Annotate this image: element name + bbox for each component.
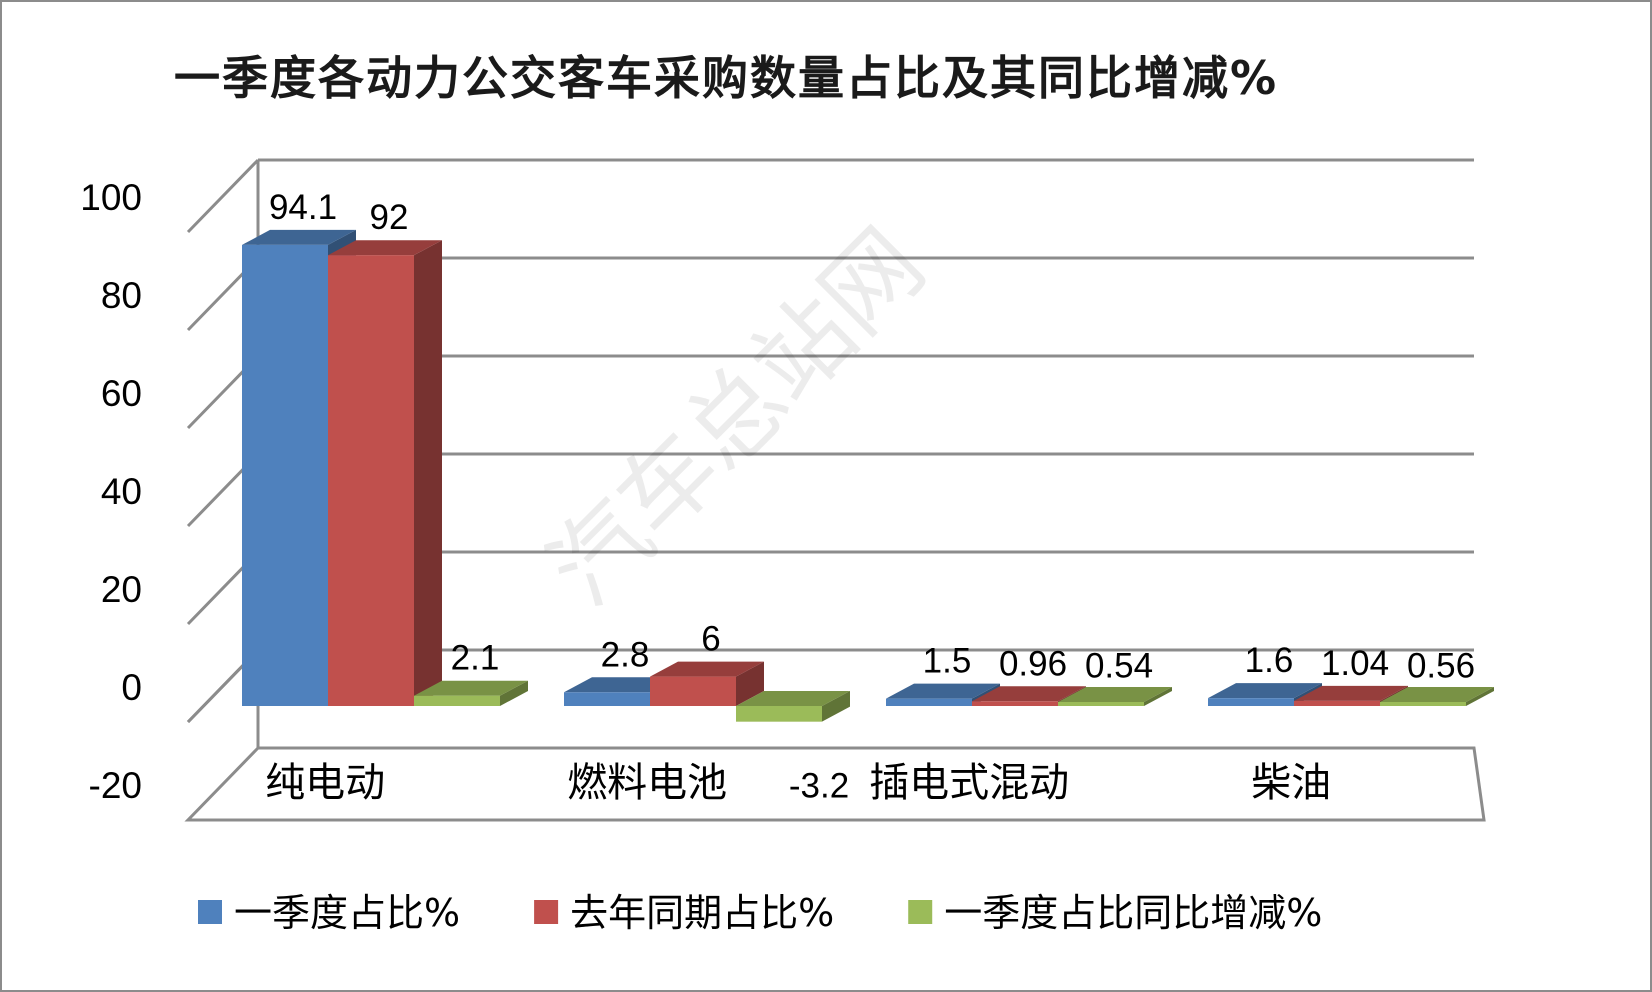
bar bbox=[328, 240, 442, 706]
legend-swatch bbox=[908, 900, 933, 924]
legend-label: 一季度占比% bbox=[234, 891, 460, 935]
bar-top bbox=[650, 661, 764, 677]
data-label: 2.1 bbox=[451, 639, 500, 678]
legend-label: 去年同期占比% bbox=[570, 891, 834, 935]
watermark: 汽车总站网 bbox=[527, 208, 946, 627]
bar-side bbox=[414, 240, 442, 706]
category-label: 插电式混动 bbox=[869, 760, 1069, 806]
y-tick-label: -20 bbox=[89, 765, 142, 806]
data-label: 92 bbox=[370, 198, 409, 237]
bar-front bbox=[328, 255, 414, 706]
bar-top bbox=[1208, 683, 1322, 699]
axis-labels: 100 80 60 40 20 0 -20 纯电动 燃料电池 插电式混动 柴油 bbox=[80, 177, 1331, 806]
bar-front bbox=[736, 706, 822, 722]
bar-front bbox=[242, 244, 328, 706]
bar-top bbox=[1380, 687, 1494, 702]
bar-top bbox=[328, 240, 442, 256]
data-label: -3.2 bbox=[789, 767, 849, 806]
bar-front bbox=[1208, 698, 1294, 706]
bar bbox=[1058, 687, 1172, 706]
bar-side bbox=[1144, 687, 1172, 706]
gridlines bbox=[186, 158, 1474, 748]
floor-plane bbox=[184, 746, 1486, 822]
bar-top bbox=[1294, 685, 1408, 701]
bar-front bbox=[650, 676, 736, 706]
legend-label: 一季度占比同比增减% bbox=[944, 891, 1322, 935]
y-tick-label: 40 bbox=[101, 471, 142, 512]
bar-side bbox=[1466, 687, 1494, 706]
data-label: 0.56 bbox=[1407, 646, 1475, 685]
bar bbox=[414, 680, 528, 706]
chart-title: 一季度各动力公交客车采购数量占比及其同比增减% bbox=[173, 51, 1279, 105]
bar-top bbox=[886, 683, 1000, 699]
bar-front bbox=[1294, 700, 1380, 706]
bar-top bbox=[242, 229, 356, 245]
legend: 一季度占比% 去年同期占比% 一季度占比同比增减% bbox=[198, 891, 1322, 935]
bar-front bbox=[564, 692, 650, 706]
bar-side bbox=[500, 680, 528, 706]
data-labels: 94.1 92 2.1 2.8 6 -3.2 1.5 0.96 0.54 1.6 1.04 0.56 bbox=[269, 188, 1475, 806]
category-label: 纯电动 bbox=[265, 760, 385, 806]
data-label: 2.8 bbox=[601, 635, 650, 674]
data-label: 1.5 bbox=[923, 642, 972, 681]
bar bbox=[736, 691, 850, 722]
category-label: 燃料电池 bbox=[567, 760, 727, 806]
bar-top bbox=[736, 691, 850, 706]
y-tick-label: 0 bbox=[121, 667, 142, 708]
bar-front bbox=[886, 698, 972, 706]
bar-front bbox=[414, 695, 500, 706]
bar bbox=[1380, 687, 1494, 706]
bar-top bbox=[564, 677, 678, 693]
chart-floor bbox=[184, 648, 1486, 822]
bar bbox=[650, 661, 764, 706]
bars bbox=[242, 229, 1494, 722]
data-label: 1.6 bbox=[1245, 641, 1294, 680]
data-label: 1.04 bbox=[1321, 644, 1389, 683]
category-label: 柴油 bbox=[1251, 760, 1331, 806]
y-tick-label: 60 bbox=[101, 373, 142, 414]
bar-top bbox=[414, 680, 528, 696]
data-label: 0.54 bbox=[1085, 646, 1153, 685]
bar-side bbox=[736, 661, 764, 706]
y-tick-label: 20 bbox=[101, 569, 142, 610]
bar-front bbox=[972, 701, 1058, 706]
y-tick-label: 80 bbox=[101, 275, 142, 316]
bar-front bbox=[1380, 702, 1466, 706]
data-label: 94.1 bbox=[269, 188, 337, 227]
bar-front bbox=[1058, 702, 1144, 706]
bar-top bbox=[1058, 687, 1172, 702]
gridline-diagonal bbox=[186, 158, 260, 234]
data-label: 0.96 bbox=[999, 644, 1067, 683]
data-label: 6 bbox=[701, 620, 720, 659]
legend-swatch bbox=[198, 900, 222, 924]
y-tick-label: 100 bbox=[80, 177, 142, 218]
legend-swatch bbox=[534, 900, 559, 924]
bar-top bbox=[972, 686, 1086, 702]
bar-side bbox=[822, 691, 850, 722]
